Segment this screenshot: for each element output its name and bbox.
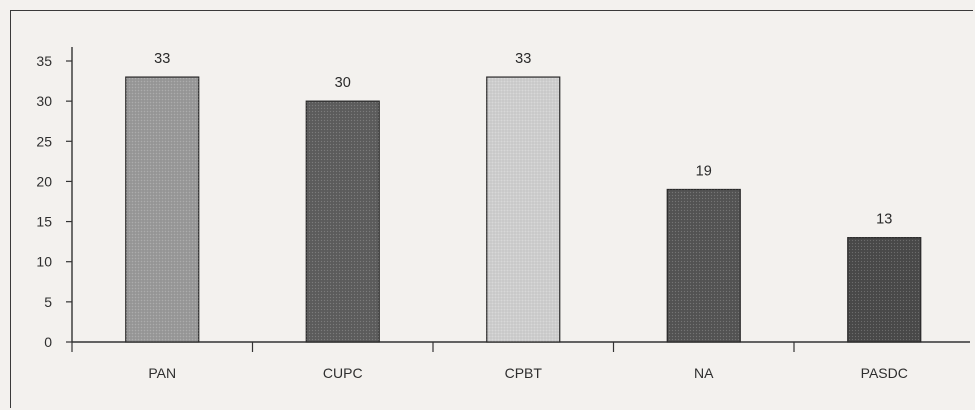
category-label: NA xyxy=(694,365,714,381)
data-label: 33 xyxy=(515,51,531,67)
y-tick-label: 25 xyxy=(36,133,52,149)
data-label: 33 xyxy=(154,51,170,67)
category-label: PAN xyxy=(148,365,176,381)
bar-texture xyxy=(125,77,199,343)
y-tick-label: 0 xyxy=(44,334,52,350)
data-labels: 33 30 33 19 13 xyxy=(154,51,892,228)
bars xyxy=(125,76,922,343)
chart-frame xyxy=(10,10,973,408)
y-axis: 0 5 10 15 20 25 30 35 xyxy=(36,47,73,350)
y-tick-label: 35 xyxy=(36,53,52,69)
bar-texture xyxy=(306,101,380,343)
y-tick-label: 10 xyxy=(36,254,52,270)
x-axis xyxy=(71,341,970,352)
category-label: PASDC xyxy=(861,365,908,381)
y-tick-label: 30 xyxy=(36,93,52,109)
bar-texture xyxy=(847,237,921,342)
data-label: 19 xyxy=(696,163,712,179)
category-label: CPBT xyxy=(505,365,543,381)
data-label: 13 xyxy=(876,212,892,228)
bar-texture xyxy=(667,189,741,342)
category-label: CUPC xyxy=(323,365,363,381)
y-tick-label: 5 xyxy=(44,294,52,310)
y-tick-label: 20 xyxy=(36,173,52,189)
category-labels: PAN CUPC CPBT NA PASDC xyxy=(148,365,907,381)
bar-texture xyxy=(486,77,560,343)
data-label: 30 xyxy=(335,75,351,91)
y-tick-label: 15 xyxy=(36,214,52,230)
